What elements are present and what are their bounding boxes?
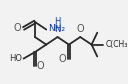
Text: O: O xyxy=(13,23,21,33)
Text: H
N: H N xyxy=(54,17,61,34)
Text: HO: HO xyxy=(9,54,22,63)
Text: O: O xyxy=(76,24,84,34)
Text: NH₂: NH₂ xyxy=(48,24,65,33)
Text: O: O xyxy=(58,54,66,64)
Text: O: O xyxy=(37,61,44,71)
Text: C(CH₃)₃: C(CH₃)₃ xyxy=(105,40,128,49)
